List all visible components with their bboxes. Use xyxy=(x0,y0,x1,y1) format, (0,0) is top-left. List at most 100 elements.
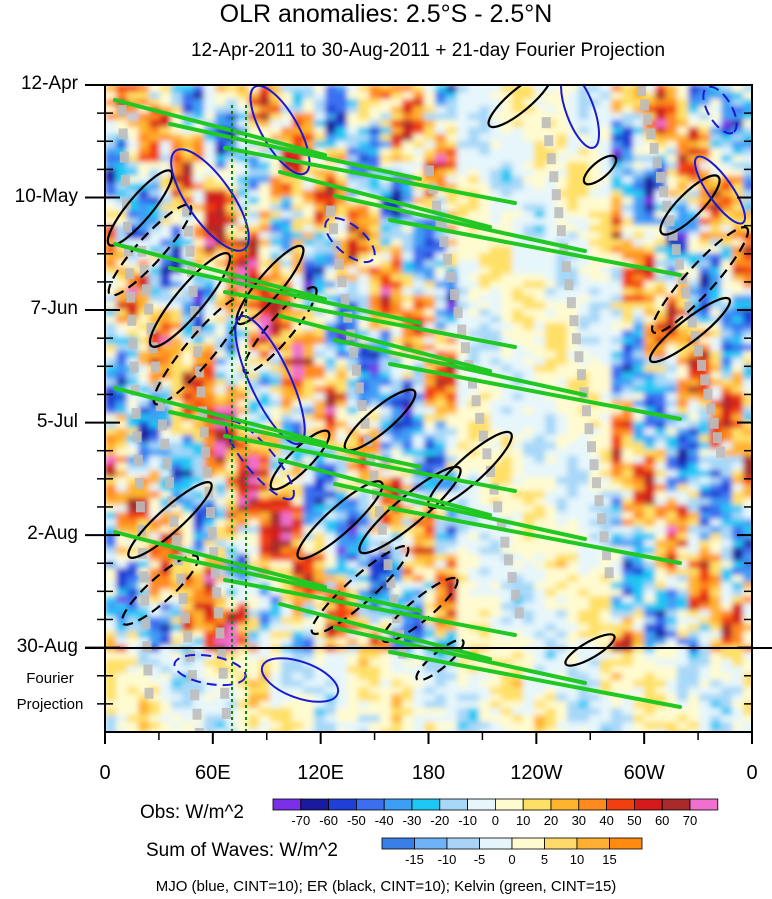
olr-cell xyxy=(413,414,425,422)
olr-cell xyxy=(743,260,752,268)
olr-cell xyxy=(149,288,161,296)
olr-cell xyxy=(358,218,370,226)
olr-cell xyxy=(160,204,172,212)
olr-cell xyxy=(534,540,546,548)
olr-cell xyxy=(534,666,546,674)
olr-cell xyxy=(105,568,117,576)
olr-cell xyxy=(699,484,711,492)
olr-cell xyxy=(644,463,656,471)
olr-cell xyxy=(358,673,370,681)
olr-cell xyxy=(655,435,667,443)
olr-cell xyxy=(347,407,359,415)
olr-cell xyxy=(149,309,161,317)
olr-cell xyxy=(413,624,425,632)
olr-cell xyxy=(501,148,513,156)
olr-cell xyxy=(556,190,568,198)
olr-cell xyxy=(369,449,381,457)
olr-cell xyxy=(644,428,656,436)
olr-cell xyxy=(314,414,326,422)
olr-cell xyxy=(523,512,535,520)
olr-cell xyxy=(314,141,326,149)
olr-cell xyxy=(468,127,480,135)
olr-cell xyxy=(633,239,645,247)
olr-cell xyxy=(468,596,480,604)
olr-cell xyxy=(457,547,469,555)
olr-cell xyxy=(479,505,491,513)
olr-cell xyxy=(589,519,601,527)
olr-cell xyxy=(479,463,491,471)
olr-cell xyxy=(413,400,425,408)
olr-cell xyxy=(116,393,128,401)
olr-cell xyxy=(193,400,205,408)
olr-cell xyxy=(622,120,634,128)
olr-cell xyxy=(413,155,425,163)
olr-cell xyxy=(589,281,601,289)
olr-cell xyxy=(270,659,282,667)
olr-cell xyxy=(171,498,183,506)
olr-cell xyxy=(655,372,667,380)
olr-cell xyxy=(105,197,117,205)
olr-cell xyxy=(512,491,524,499)
olr-cell xyxy=(479,141,491,149)
olr-cell xyxy=(501,589,513,597)
olr-cell xyxy=(457,127,469,135)
olr-cell xyxy=(215,659,227,667)
olr-cell xyxy=(105,666,117,674)
olr-cell xyxy=(611,519,623,527)
olr-cell xyxy=(182,295,194,303)
olr-cell xyxy=(402,421,414,429)
olr-cell xyxy=(677,197,689,205)
olr-cell xyxy=(193,512,205,520)
olr-cell xyxy=(512,554,524,562)
olr-cell xyxy=(336,155,348,163)
olr-cell xyxy=(226,568,238,576)
olr-cell xyxy=(644,204,656,212)
olr-cell xyxy=(380,281,392,289)
olr-cell xyxy=(380,393,392,401)
olr-cell xyxy=(611,204,623,212)
olr-cell xyxy=(138,302,150,310)
olr-cell xyxy=(589,295,601,303)
olr-cell xyxy=(721,624,733,632)
olr-cell xyxy=(721,442,733,450)
olr-cell xyxy=(237,295,249,303)
olr-cell xyxy=(149,127,161,135)
olr-cell xyxy=(248,358,260,366)
olr-cell xyxy=(105,190,117,198)
olr-cell xyxy=(171,134,183,142)
olr-cell xyxy=(259,155,271,163)
olr-cell xyxy=(270,267,282,275)
olr-cell xyxy=(699,575,711,583)
olr-cell xyxy=(600,316,612,324)
olr-cell xyxy=(105,617,117,625)
olr-cell xyxy=(248,575,260,583)
olr-cell xyxy=(732,666,744,674)
olr-cell xyxy=(127,379,139,387)
olr-cell xyxy=(655,617,667,625)
olr-cell xyxy=(556,463,568,471)
olr-cell xyxy=(578,127,590,135)
olr-cell xyxy=(424,204,436,212)
olr-cell xyxy=(468,386,480,394)
olr-cell xyxy=(534,442,546,450)
olr-cell xyxy=(743,106,752,114)
olr-cell xyxy=(743,92,752,100)
olr-cell xyxy=(600,92,612,100)
olr-cell xyxy=(490,155,502,163)
olr-cell xyxy=(182,386,194,394)
olr-cell xyxy=(237,99,249,107)
olr-cell xyxy=(160,624,172,632)
olr-cell xyxy=(182,589,194,597)
olr-cell xyxy=(358,253,370,261)
olr-cell xyxy=(468,281,480,289)
olr-cell xyxy=(534,519,546,527)
olr-cell xyxy=(149,624,161,632)
olr-cell xyxy=(116,505,128,513)
olr-cell xyxy=(534,498,546,506)
olr-cell xyxy=(402,673,414,681)
olr-cell xyxy=(347,491,359,499)
olr-cell xyxy=(655,232,667,240)
olr-cell xyxy=(435,428,447,436)
olr-cell xyxy=(149,617,161,625)
olr-cell xyxy=(721,582,733,590)
